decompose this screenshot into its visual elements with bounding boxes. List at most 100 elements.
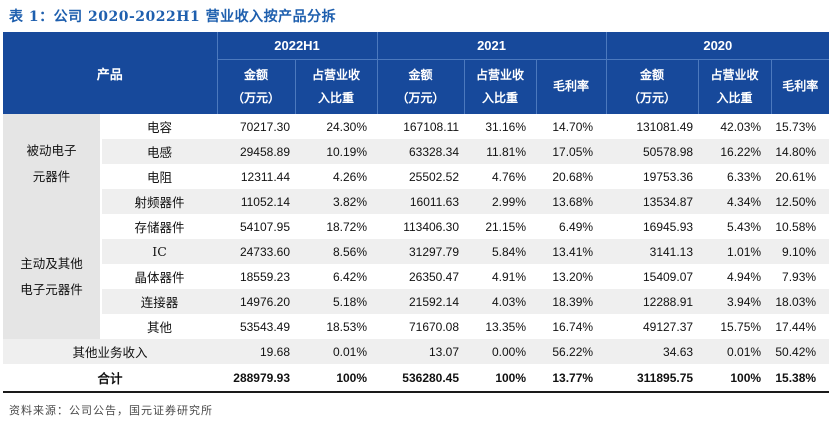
y21-margin-cell: 16.74% — [536, 314, 607, 339]
product-name-cell: 晶体器件 — [101, 264, 218, 289]
y20-margin-cell: 17.44% — [771, 314, 830, 339]
amount-label-line2: （万元） — [232, 90, 281, 105]
group-label-line: 被动电子 — [26, 143, 77, 158]
y20-amount-cell: 50578.98 — [606, 139, 699, 164]
subheader-2022h1-share: 占营业收 入比重 — [294, 59, 378, 114]
group-label: 主动及其他电子元器件 — [3, 214, 102, 339]
y21-share-cell: 5.84% — [464, 239, 537, 264]
table-row: IC 24733.60 8.56% 31297.79 5.84% 13.41% 3141.1… — [3, 239, 830, 264]
y21-amount-cell: 31297.79 — [377, 239, 465, 264]
y20-amount-cell: 34.63 — [606, 339, 699, 364]
y20-amount-cell: 311895.75 — [606, 364, 699, 393]
share-label-line2: 入比重 — [482, 90, 519, 105]
subheader-2020-share: 占营业收 入比重 — [697, 59, 772, 114]
revenue-breakdown-table: 产品 2022H1 2021 2020 金额 （万元） 占营业收 入比重 金额 … — [3, 32, 830, 393]
group-label-line: 电子元器件 — [20, 281, 83, 297]
table-title: 表 1：公司 2020-2022H1 营业收入按产品分拆 — [9, 9, 337, 25]
h1-amount-cell: 53543.49 — [217, 314, 296, 339]
y20-amount-cell: 15409.07 — [606, 264, 699, 289]
group-label-line: 元器件 — [32, 169, 71, 184]
h1-share-cell: 6.42% — [295, 264, 378, 289]
product-name-cell: 连接器 — [101, 289, 218, 314]
period-header-2021: 2021 — [376, 32, 607, 60]
header-year-row: 产品 2022H1 2021 2020 — [3, 32, 830, 114]
y20-share-cell: 100% — [698, 364, 772, 393]
y21-share-cell: 0.00% — [464, 339, 537, 364]
table-header: 产品 2022H1 2021 2020 金额 （万元） 占营业收 入比重 金额 … — [3, 32, 830, 114]
y20-margin-cell: 15.73% — [771, 114, 830, 139]
y20-share-cell: 3.94% — [698, 289, 772, 314]
table-row: 晶体器件 18559.23 6.42% 26350.47 4.91% 13.20% 1540… — [3, 264, 830, 289]
y20-margin-cell: 50.42% — [771, 339, 830, 364]
subheader-2021-amount: 金额 （万元） — [376, 59, 465, 114]
y21-margin-cell: 6.49% — [536, 214, 607, 239]
y21-share-cell: 4.76% — [464, 164, 537, 189]
y21-amount-cell: 63328.34 — [377, 139, 465, 164]
group-label-line: 主动及其他 — [20, 255, 83, 271]
product-name-cell: 电感 — [101, 139, 218, 164]
h1-amount-cell: 29458.89 — [217, 139, 296, 164]
other-revenue-row: 其他业务收入 19.68 0.01% 13.07 0.00% 56.22% 34.63 0.0… — [3, 339, 830, 364]
y20-margin-cell: 10.58% — [771, 214, 830, 239]
y20-margin-cell: 7.93% — [771, 264, 830, 289]
source-note: 资料来源：公司公告，国元证券研究所 — [9, 404, 213, 417]
y20-margin-cell: 9.10% — [771, 239, 830, 264]
amount-label-line2: （万元） — [396, 90, 445, 105]
share-label-line2: 入比重 — [318, 90, 355, 105]
subheader-2021-share: 占营业收 入比重 — [463, 59, 537, 114]
row-label: 合计 — [3, 364, 218, 393]
h1-share-cell: 4.26% — [295, 164, 378, 189]
y20-amount-cell: 13534.87 — [606, 189, 699, 214]
table-body: 被动电子 元器件 电容 70217.30 24.30% 167108.11 31.16% 14… — [3, 114, 830, 393]
y21-share-cell: 100% — [464, 364, 537, 393]
y21-amount-cell: 26350.47 — [377, 264, 465, 289]
y21-margin-cell: 14.70% — [536, 114, 607, 139]
product-name-cell: 电容 — [101, 114, 218, 139]
y20-amount-cell: 49127.37 — [606, 314, 699, 339]
product-name-cell: 存储器件 — [101, 214, 218, 239]
y20-margin-cell: 12.50% — [771, 189, 830, 214]
y20-amount-cell: 19753.36 — [606, 164, 699, 189]
h1-amount-cell: 14976.20 — [217, 289, 296, 314]
product-name-cell: 电阻 — [101, 164, 218, 189]
y21-amount-cell: 167108.11 — [377, 114, 465, 139]
table-row: 主动及其他 电子元器件 存储器件 54107.95 18.72% 113406.30 21.… — [3, 214, 830, 339]
h1-amount-cell: 12311.44 — [217, 164, 296, 189]
h1-amount-cell: 18559.23 — [217, 264, 296, 289]
h1-amount-cell: 288979.93 — [217, 364, 296, 393]
table-row: 连接器 14976.20 5.18% 21592.14 4.03% 18.39% 12288… — [3, 289, 830, 314]
product-column-header: 产品 — [3, 32, 218, 114]
table-row: 射频器件 11052.14 3.82% 16011.63 2.99% 13.68% 1353… — [3, 189, 830, 214]
y20-amount-cell: 131081.49 — [606, 114, 699, 139]
y21-share-cell: 31.16% — [464, 114, 537, 139]
product-name-cell: IC — [101, 239, 218, 264]
y20-share-cell: 42.03% — [698, 114, 772, 139]
table-row: 其他 53543.49 18.53% 71670.08 13.35% 16.74% 4912… — [3, 314, 830, 339]
table-row: 电阻 12311.44 4.26% 25502.52 4.76% 20.68% 19753.… — [3, 164, 830, 189]
y21-margin-cell: 18.39% — [536, 289, 607, 314]
y21-amount-cell: 71670.08 — [377, 314, 465, 339]
h1-share-cell: 18.53% — [295, 314, 378, 339]
h1-share-cell: 100% — [295, 364, 378, 393]
y21-margin-cell: 13.20% — [536, 264, 607, 289]
y21-margin-cell: 20.68% — [536, 164, 607, 189]
y20-share-cell: 0.01% — [698, 339, 772, 364]
h1-share-cell: 0.01% — [295, 339, 378, 364]
amount-label-line1: 金额 — [640, 67, 665, 82]
y20-share-cell: 4.94% — [698, 264, 772, 289]
y21-margin-cell: 56.22% — [536, 339, 607, 364]
h1-share-cell: 18.72% — [295, 214, 378, 239]
share-label-line1: 占营业收 — [710, 67, 759, 82]
y20-share-cell: 15.75% — [698, 314, 772, 339]
y21-margin-cell: 13.41% — [536, 239, 607, 264]
y20-margin-cell: 15.38% — [771, 364, 830, 393]
h1-amount-cell: 70217.30 — [217, 114, 296, 139]
y20-margin-cell: 14.80% — [771, 139, 830, 164]
y21-amount-cell: 113406.30 — [377, 214, 465, 239]
subheader-2020-margin: 毛利率 — [770, 59, 830, 114]
subheader-2021-margin: 毛利率 — [535, 59, 607, 114]
h1-share-cell: 24.30% — [295, 114, 378, 139]
amount-label-line1: 金额 — [244, 67, 269, 82]
subheader-2022h1-amount: 金额 （万元） — [216, 59, 296, 114]
y20-margin-cell: 20.61% — [771, 164, 830, 189]
